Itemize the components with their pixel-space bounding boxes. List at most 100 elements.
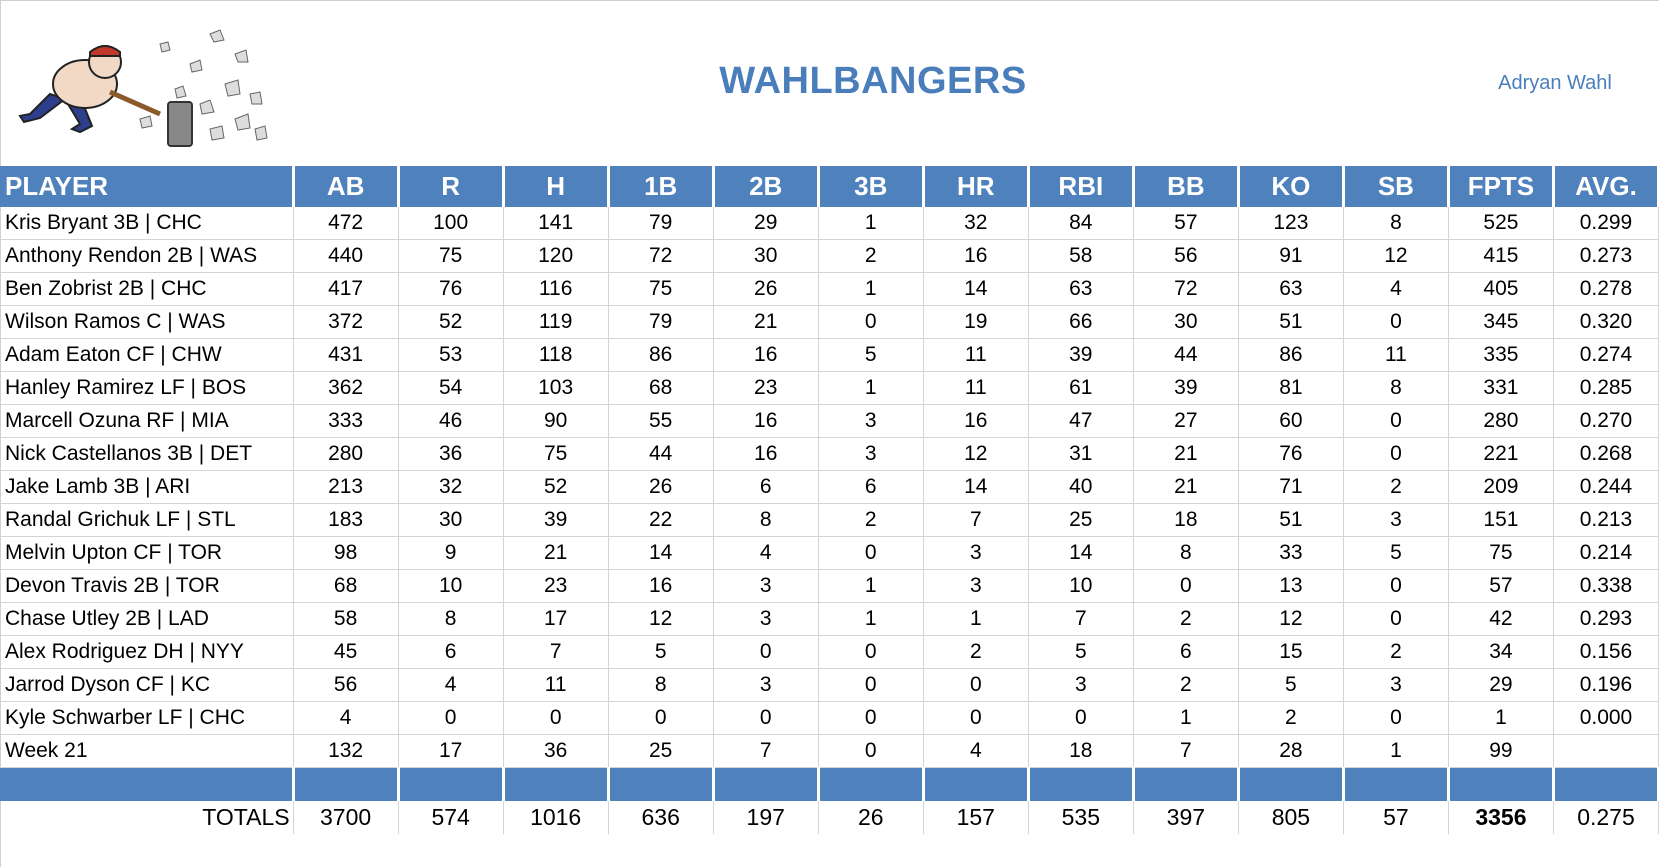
total-cell-2b[interactable]: 197 xyxy=(713,801,819,834)
stat-cell-hr[interactable]: 1 xyxy=(923,602,1029,636)
stat-cell-3b[interactable]: 2 xyxy=(818,503,924,537)
stat-cell-h[interactable]: 36 xyxy=(503,734,609,768)
player-name-cell[interactable]: Ben Zobrist 2B | CHC xyxy=(0,272,294,306)
stat-cell-ko[interactable]: 2 xyxy=(1238,701,1344,735)
total-cell-avg[interactable]: 0.275 xyxy=(1553,801,1660,834)
stat-cell-hr[interactable]: 0 xyxy=(923,701,1029,735)
stat-cell-fpts[interactable]: 57 xyxy=(1448,569,1554,603)
stat-cell-avg[interactable]: 0.278 xyxy=(1553,272,1660,306)
stat-cell-bb[interactable]: 2 xyxy=(1133,668,1239,702)
column-header-player[interactable]: PLAYER xyxy=(0,166,295,207)
stat-cell-bb[interactable]: 72 xyxy=(1133,272,1239,306)
stat-cell-hr[interactable]: 11 xyxy=(923,371,1029,405)
player-name-cell[interactable]: Hanley Ramirez LF | BOS xyxy=(0,371,294,405)
stat-cell-3b[interactable]: 3 xyxy=(818,437,924,471)
stat-cell-rbi[interactable]: 63 xyxy=(1028,272,1134,306)
stat-cell-rbi[interactable]: 66 xyxy=(1028,305,1134,339)
total-cell-h[interactable]: 1016 xyxy=(503,801,609,834)
stat-cell-ko[interactable]: 33 xyxy=(1238,536,1344,570)
stat-cell-ko[interactable]: 28 xyxy=(1238,734,1344,768)
stat-cell-sb[interactable]: 0 xyxy=(1343,404,1449,438)
stat-cell-sb[interactable]: 4 xyxy=(1343,272,1449,306)
stat-cell-1b[interactable]: 79 xyxy=(608,207,714,240)
stat-cell-h[interactable]: 39 xyxy=(503,503,609,537)
column-header-3b[interactable]: 3B xyxy=(818,166,925,207)
stat-cell-1b[interactable]: 5 xyxy=(608,635,714,669)
stat-cell-bb[interactable]: 21 xyxy=(1133,437,1239,471)
stat-cell-rbi[interactable]: 39 xyxy=(1028,338,1134,372)
stat-cell-h[interactable]: 90 xyxy=(503,404,609,438)
stat-cell-ko[interactable]: 86 xyxy=(1238,338,1344,372)
stat-cell-ab[interactable]: 58 xyxy=(293,602,399,636)
stat-cell-ko[interactable]: 71 xyxy=(1238,470,1344,504)
player-name-cell[interactable]: Kyle Schwarber LF | CHC xyxy=(0,701,294,735)
stat-cell-r[interactable]: 76 xyxy=(398,272,504,306)
stat-cell-r[interactable]: 17 xyxy=(398,734,504,768)
stat-cell-hr[interactable]: 14 xyxy=(923,470,1029,504)
stat-cell-fpts[interactable]: 335 xyxy=(1448,338,1554,372)
stat-cell-hr[interactable]: 0 xyxy=(923,668,1029,702)
stat-cell-sb[interactable]: 2 xyxy=(1343,470,1449,504)
stat-cell-h[interactable]: 23 xyxy=(503,569,609,603)
total-cell-ko[interactable]: 805 xyxy=(1238,801,1344,834)
column-header-2b[interactable]: 2B xyxy=(713,166,820,207)
stat-cell-ab[interactable]: 45 xyxy=(293,635,399,669)
stat-cell-r[interactable]: 75 xyxy=(398,239,504,273)
total-cell-ab[interactable]: 3700 xyxy=(293,801,399,834)
stat-cell-1b[interactable]: 12 xyxy=(608,602,714,636)
stat-cell-sb[interactable]: 0 xyxy=(1343,569,1449,603)
stat-cell-rbi[interactable]: 3 xyxy=(1028,668,1134,702)
stat-cell-2b[interactable]: 3 xyxy=(713,602,819,636)
stat-cell-sb[interactable]: 5 xyxy=(1343,536,1449,570)
stat-cell-2b[interactable]: 16 xyxy=(713,404,819,438)
stat-cell-1b[interactable]: 22 xyxy=(608,503,714,537)
stat-cell-h[interactable]: 103 xyxy=(503,371,609,405)
stat-cell-ab[interactable]: 213 xyxy=(293,470,399,504)
stat-cell-avg[interactable]: 0.320 xyxy=(1553,305,1660,339)
column-header-sb[interactable]: SB xyxy=(1343,166,1450,207)
stat-cell-1b[interactable]: 55 xyxy=(608,404,714,438)
stat-cell-r[interactable]: 30 xyxy=(398,503,504,537)
stat-cell-h[interactable]: 17 xyxy=(503,602,609,636)
stat-cell-ab[interactable]: 440 xyxy=(293,239,399,273)
stat-cell-avg[interactable]: 0.244 xyxy=(1553,470,1660,504)
stat-cell-bb[interactable]: 0 xyxy=(1133,569,1239,603)
stat-cell-hr[interactable]: 11 xyxy=(923,338,1029,372)
stat-cell-h[interactable]: 0 xyxy=(503,701,609,735)
stat-cell-r[interactable]: 4 xyxy=(398,668,504,702)
stat-cell-2b[interactable]: 30 xyxy=(713,239,819,273)
stat-cell-bb[interactable]: 30 xyxy=(1133,305,1239,339)
stat-cell-ab[interactable]: 4 xyxy=(293,701,399,735)
stat-cell-rbi[interactable]: 18 xyxy=(1028,734,1134,768)
column-header-rbi[interactable]: RBI xyxy=(1028,166,1135,207)
stat-cell-ab[interactable]: 68 xyxy=(293,569,399,603)
stat-cell-ko[interactable]: 5 xyxy=(1238,668,1344,702)
stat-cell-hr[interactable]: 7 xyxy=(923,503,1029,537)
stat-cell-avg[interactable]: 0.338 xyxy=(1553,569,1660,603)
stat-cell-hr[interactable]: 32 xyxy=(923,207,1029,240)
stat-cell-ab[interactable]: 280 xyxy=(293,437,399,471)
total-cell-bb[interactable]: 397 xyxy=(1133,801,1239,834)
column-header-fpts[interactable]: FPTS xyxy=(1448,166,1555,207)
stat-cell-r[interactable]: 10 xyxy=(398,569,504,603)
stat-cell-fpts[interactable]: 221 xyxy=(1448,437,1554,471)
stat-cell-r[interactable]: 9 xyxy=(398,536,504,570)
stat-cell-ko[interactable]: 81 xyxy=(1238,371,1344,405)
stat-cell-3b[interactable]: 0 xyxy=(818,701,924,735)
stat-cell-sb[interactable]: 0 xyxy=(1343,701,1449,735)
stat-cell-ko[interactable]: 51 xyxy=(1238,305,1344,339)
stat-cell-3b[interactable]: 1 xyxy=(818,602,924,636)
stat-cell-hr[interactable]: 12 xyxy=(923,437,1029,471)
stat-cell-3b[interactable]: 0 xyxy=(818,305,924,339)
stat-cell-h[interactable]: 141 xyxy=(503,207,609,240)
column-header-ko[interactable]: KO xyxy=(1238,166,1345,207)
stat-cell-ab[interactable]: 431 xyxy=(293,338,399,372)
total-cell-1b[interactable]: 636 xyxy=(608,801,714,834)
total-cell-r[interactable]: 574 xyxy=(398,801,504,834)
stat-cell-sb[interactable]: 8 xyxy=(1343,207,1449,240)
stat-cell-rbi[interactable]: 47 xyxy=(1028,404,1134,438)
stat-cell-rbi[interactable]: 5 xyxy=(1028,635,1134,669)
player-name-cell[interactable]: Devon Travis 2B | TOR xyxy=(0,569,294,603)
stat-cell-bb[interactable]: 44 xyxy=(1133,338,1239,372)
stat-cell-2b[interactable]: 3 xyxy=(713,569,819,603)
